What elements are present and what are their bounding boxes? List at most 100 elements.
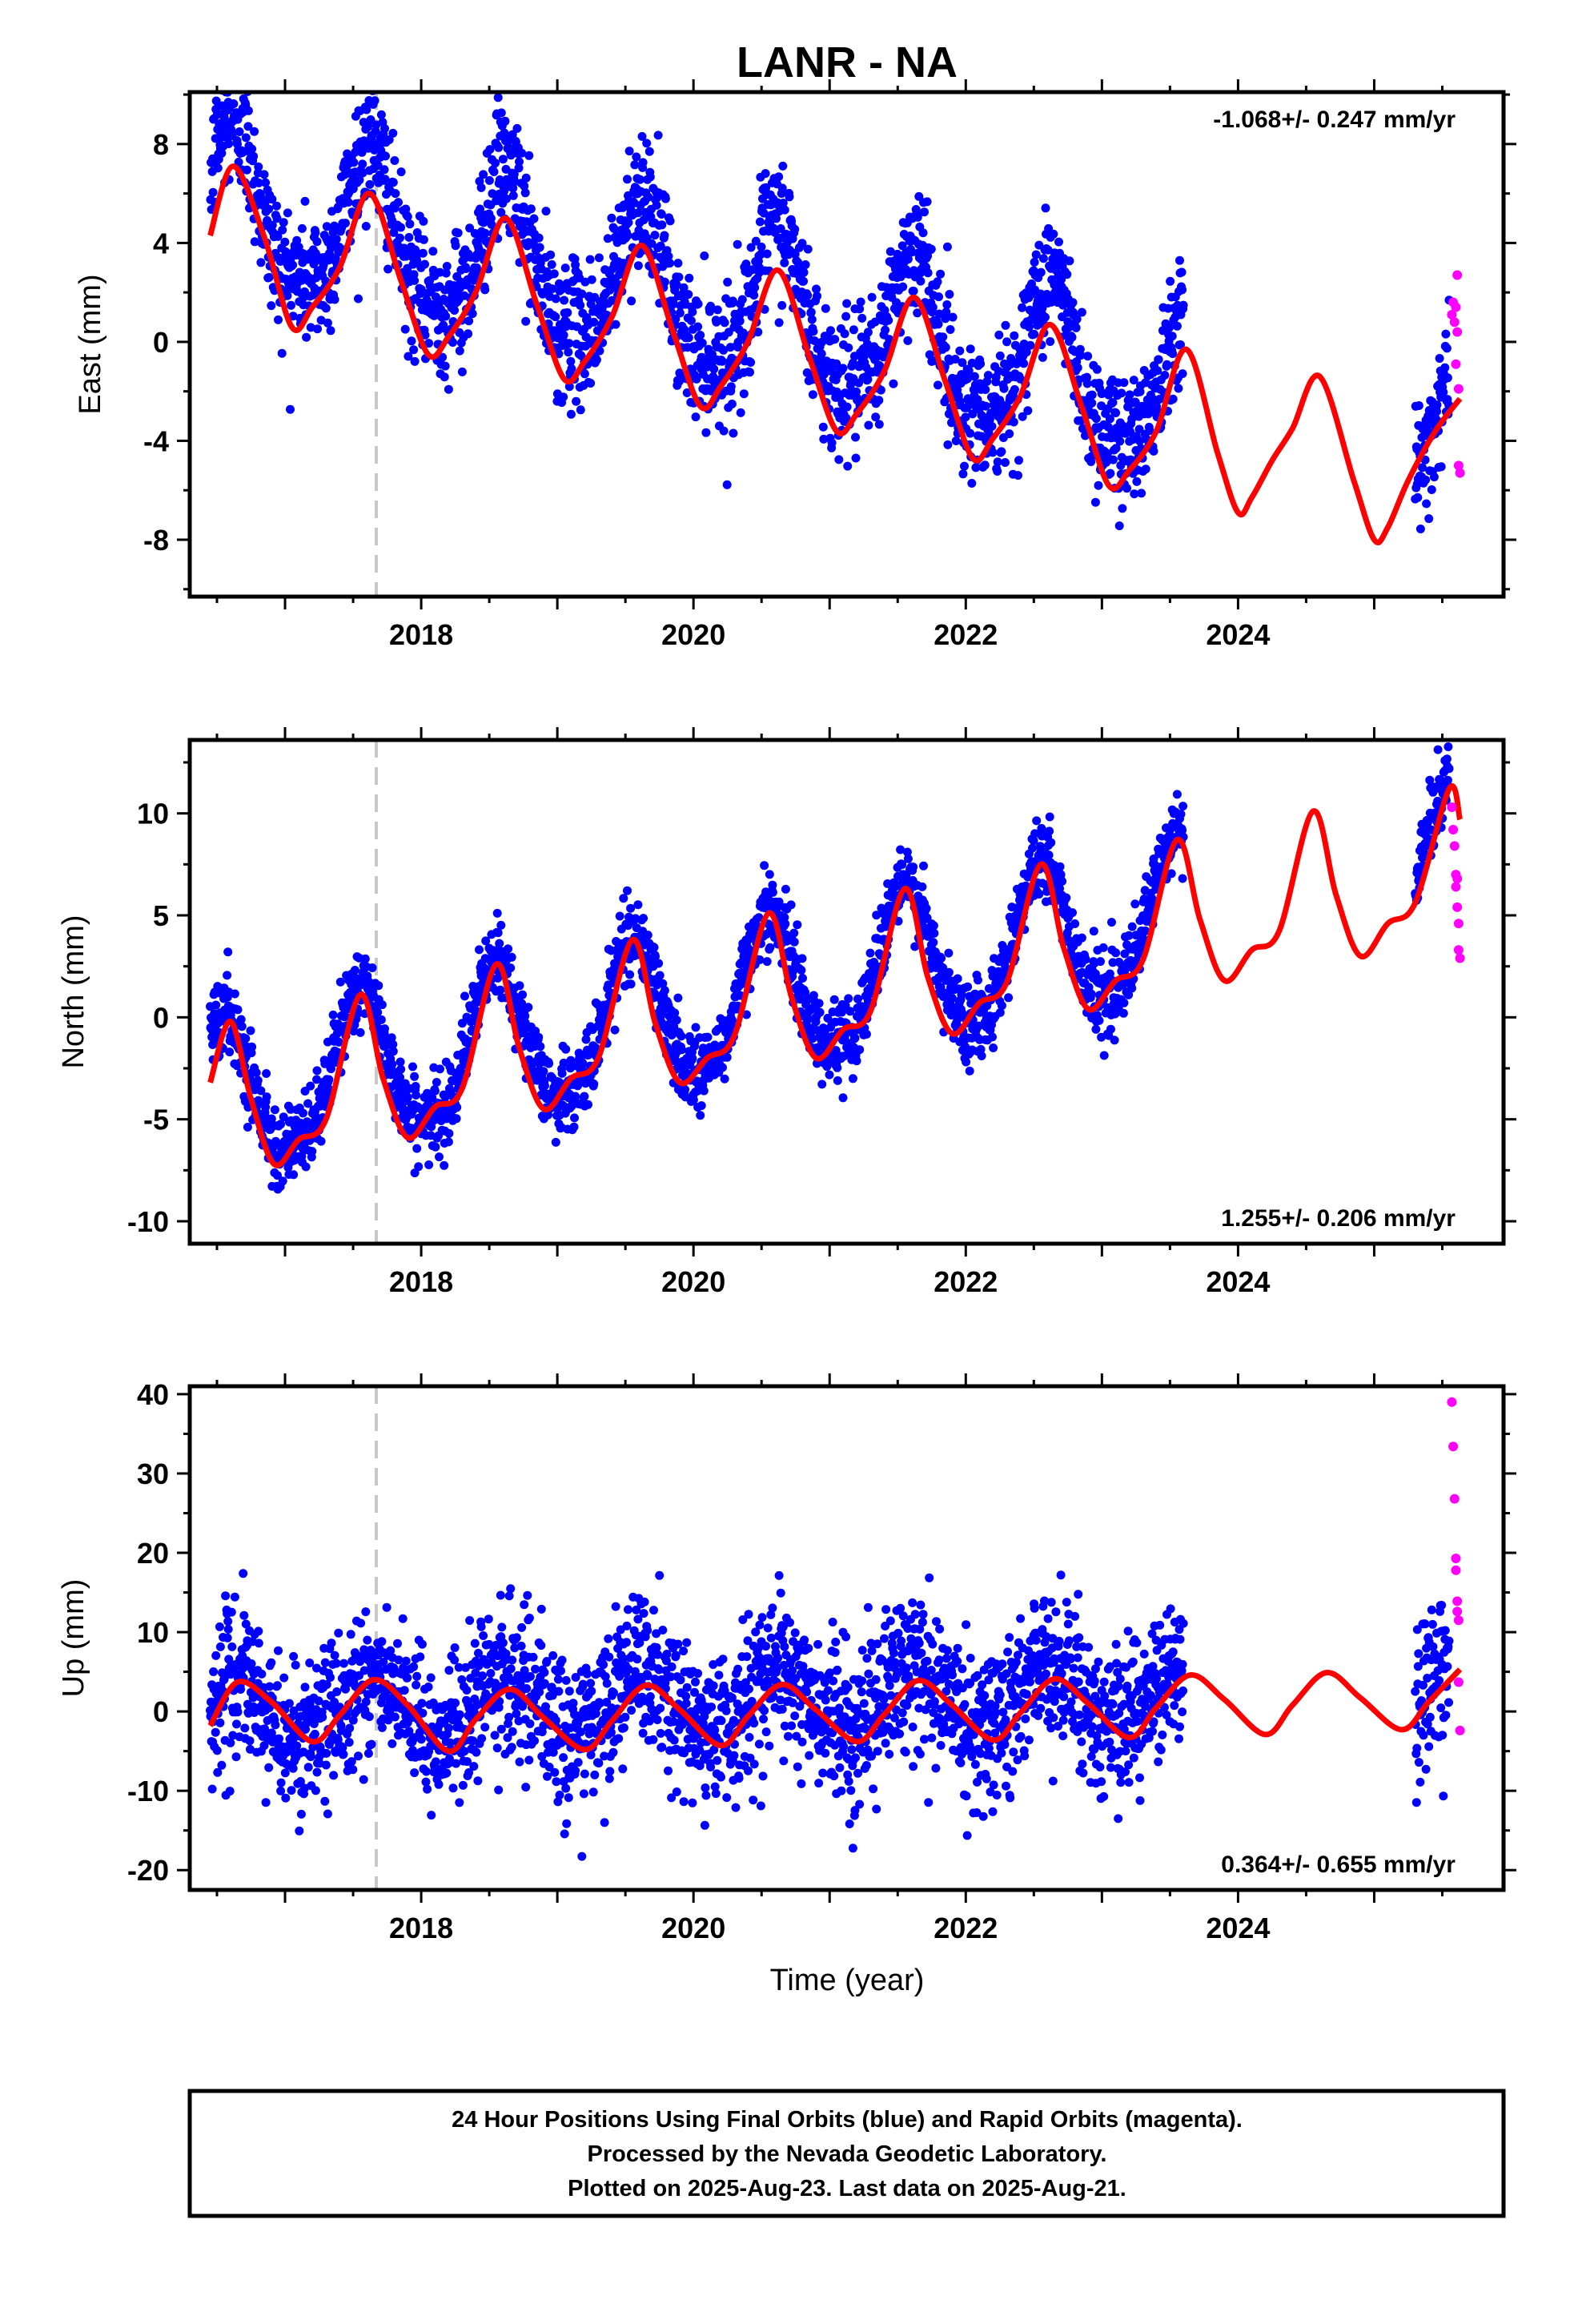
final-orbit-point	[802, 368, 812, 377]
rapid-orbit-point	[1451, 359, 1461, 369]
final-orbit-point	[938, 332, 948, 342]
rapid-orbit-point	[1449, 317, 1460, 328]
final-orbit-point	[255, 1097, 264, 1107]
final-orbit-point	[1038, 826, 1048, 836]
final-orbit-point	[250, 237, 259, 247]
final-orbit-point	[995, 1007, 1005, 1017]
final-orbit-point	[571, 1092, 580, 1101]
final-orbit-point	[923, 268, 933, 278]
final-orbit-point	[1099, 1051, 1109, 1060]
final-orbit-point	[208, 187, 218, 197]
final-orbit-point	[728, 296, 737, 306]
model-fit-curve	[207, 163, 1463, 545]
final-orbit-point	[539, 1067, 548, 1076]
final-orbit-point	[508, 130, 517, 139]
final-orbit-point	[343, 198, 353, 207]
final-orbit-point	[638, 158, 648, 167]
final-orbit-point	[500, 116, 510, 126]
final-orbit-point	[1178, 802, 1188, 811]
final-orbit-point	[863, 328, 873, 337]
final-orbit-point	[903, 854, 913, 863]
final-orbit-point	[468, 309, 477, 319]
final-orbit-point	[656, 210, 666, 219]
final-orbit-point	[512, 123, 522, 133]
final-orbit-point	[819, 434, 829, 444]
final-orbit-point	[495, 939, 504, 948]
final-orbit-point	[549, 269, 559, 279]
final-orbit-point	[431, 1142, 440, 1152]
final-orbit-point	[697, 338, 707, 348]
final-orbit-point	[1429, 472, 1439, 482]
y-axis-label: East (mm)	[74, 274, 107, 414]
final-orbit-point	[943, 440, 953, 449]
final-orbit-point	[850, 1033, 860, 1043]
final-orbit-point	[403, 212, 412, 221]
final-orbit-point	[396, 1057, 405, 1067]
final-orbit-point	[692, 374, 701, 384]
final-orbit-point	[845, 1007, 855, 1016]
final-orbit-point	[722, 1052, 732, 1062]
final-orbit-point	[1443, 373, 1452, 383]
final-orbit-point	[1174, 384, 1183, 393]
final-orbit-point	[874, 396, 884, 405]
final-orbit-point	[727, 400, 737, 408]
final-orbit-point	[768, 880, 777, 890]
final-orbit-point	[941, 343, 950, 352]
final-orbit-point	[1094, 480, 1103, 490]
final-orbit-point	[672, 1057, 681, 1066]
final-orbit-point	[780, 258, 789, 267]
x-tick-label: 2022	[934, 618, 998, 651]
final-orbit-point	[672, 1015, 681, 1025]
final-orbit-point	[672, 280, 681, 290]
final-orbit-point	[453, 228, 463, 238]
final-orbit-point	[496, 985, 505, 995]
final-orbit-point	[974, 975, 982, 985]
final-orbit-point	[1124, 990, 1134, 999]
final-orbit-point	[1154, 355, 1163, 364]
final-orbit-point	[872, 911, 881, 920]
final-orbit-point	[1166, 869, 1176, 879]
final-orbit-point	[1125, 390, 1134, 400]
final-orbit-point	[1091, 414, 1101, 424]
final-orbit-point	[1062, 893, 1071, 903]
final-orbit-point	[650, 231, 660, 240]
final-orbit-point	[798, 974, 807, 983]
final-orbit-point	[1001, 320, 1010, 330]
final-orbit-point	[487, 219, 496, 229]
final-orbit-point	[928, 303, 938, 312]
final-orbit-point	[902, 847, 912, 857]
final-orbit-point	[1018, 303, 1027, 312]
final-orbit-point	[1023, 406, 1033, 416]
velocity-label: -1.068+/- 0.247 mm/yr	[1213, 107, 1456, 133]
final-orbit-point	[926, 244, 936, 254]
y-tick-label: -4	[143, 424, 169, 457]
final-orbit-point	[1137, 489, 1146, 498]
final-orbit-point	[660, 231, 669, 240]
final-orbit-point	[595, 346, 604, 356]
final-orbit-point	[881, 325, 890, 335]
final-orbit-point	[737, 295, 747, 304]
final-orbit-point	[374, 981, 383, 991]
final-orbit-point	[639, 914, 648, 923]
final-orbit-point	[396, 1064, 406, 1074]
final-orbit-point	[777, 183, 787, 193]
final-orbit-point	[1029, 836, 1038, 846]
final-orbit-point	[1114, 521, 1124, 531]
final-orbit-point	[388, 178, 398, 187]
final-orbit-point	[261, 178, 271, 187]
y-tick-label: 0	[153, 326, 169, 359]
final-orbit-point	[349, 158, 359, 167]
final-orbit-point	[726, 382, 736, 392]
final-orbit-point	[211, 1000, 221, 1010]
final-orbit-point	[502, 194, 511, 203]
final-orbit-point	[440, 1160, 449, 1170]
final-orbit-point	[278, 225, 287, 235]
final-orbit-point	[658, 979, 668, 988]
final-orbit-point	[1118, 1008, 1128, 1018]
final-orbit-point	[1422, 499, 1431, 509]
final-orbit-point	[570, 1113, 579, 1123]
final-orbit-point	[997, 1001, 1006, 1011]
final-orbit-point	[1413, 493, 1423, 502]
final-orbit-point	[391, 189, 400, 199]
